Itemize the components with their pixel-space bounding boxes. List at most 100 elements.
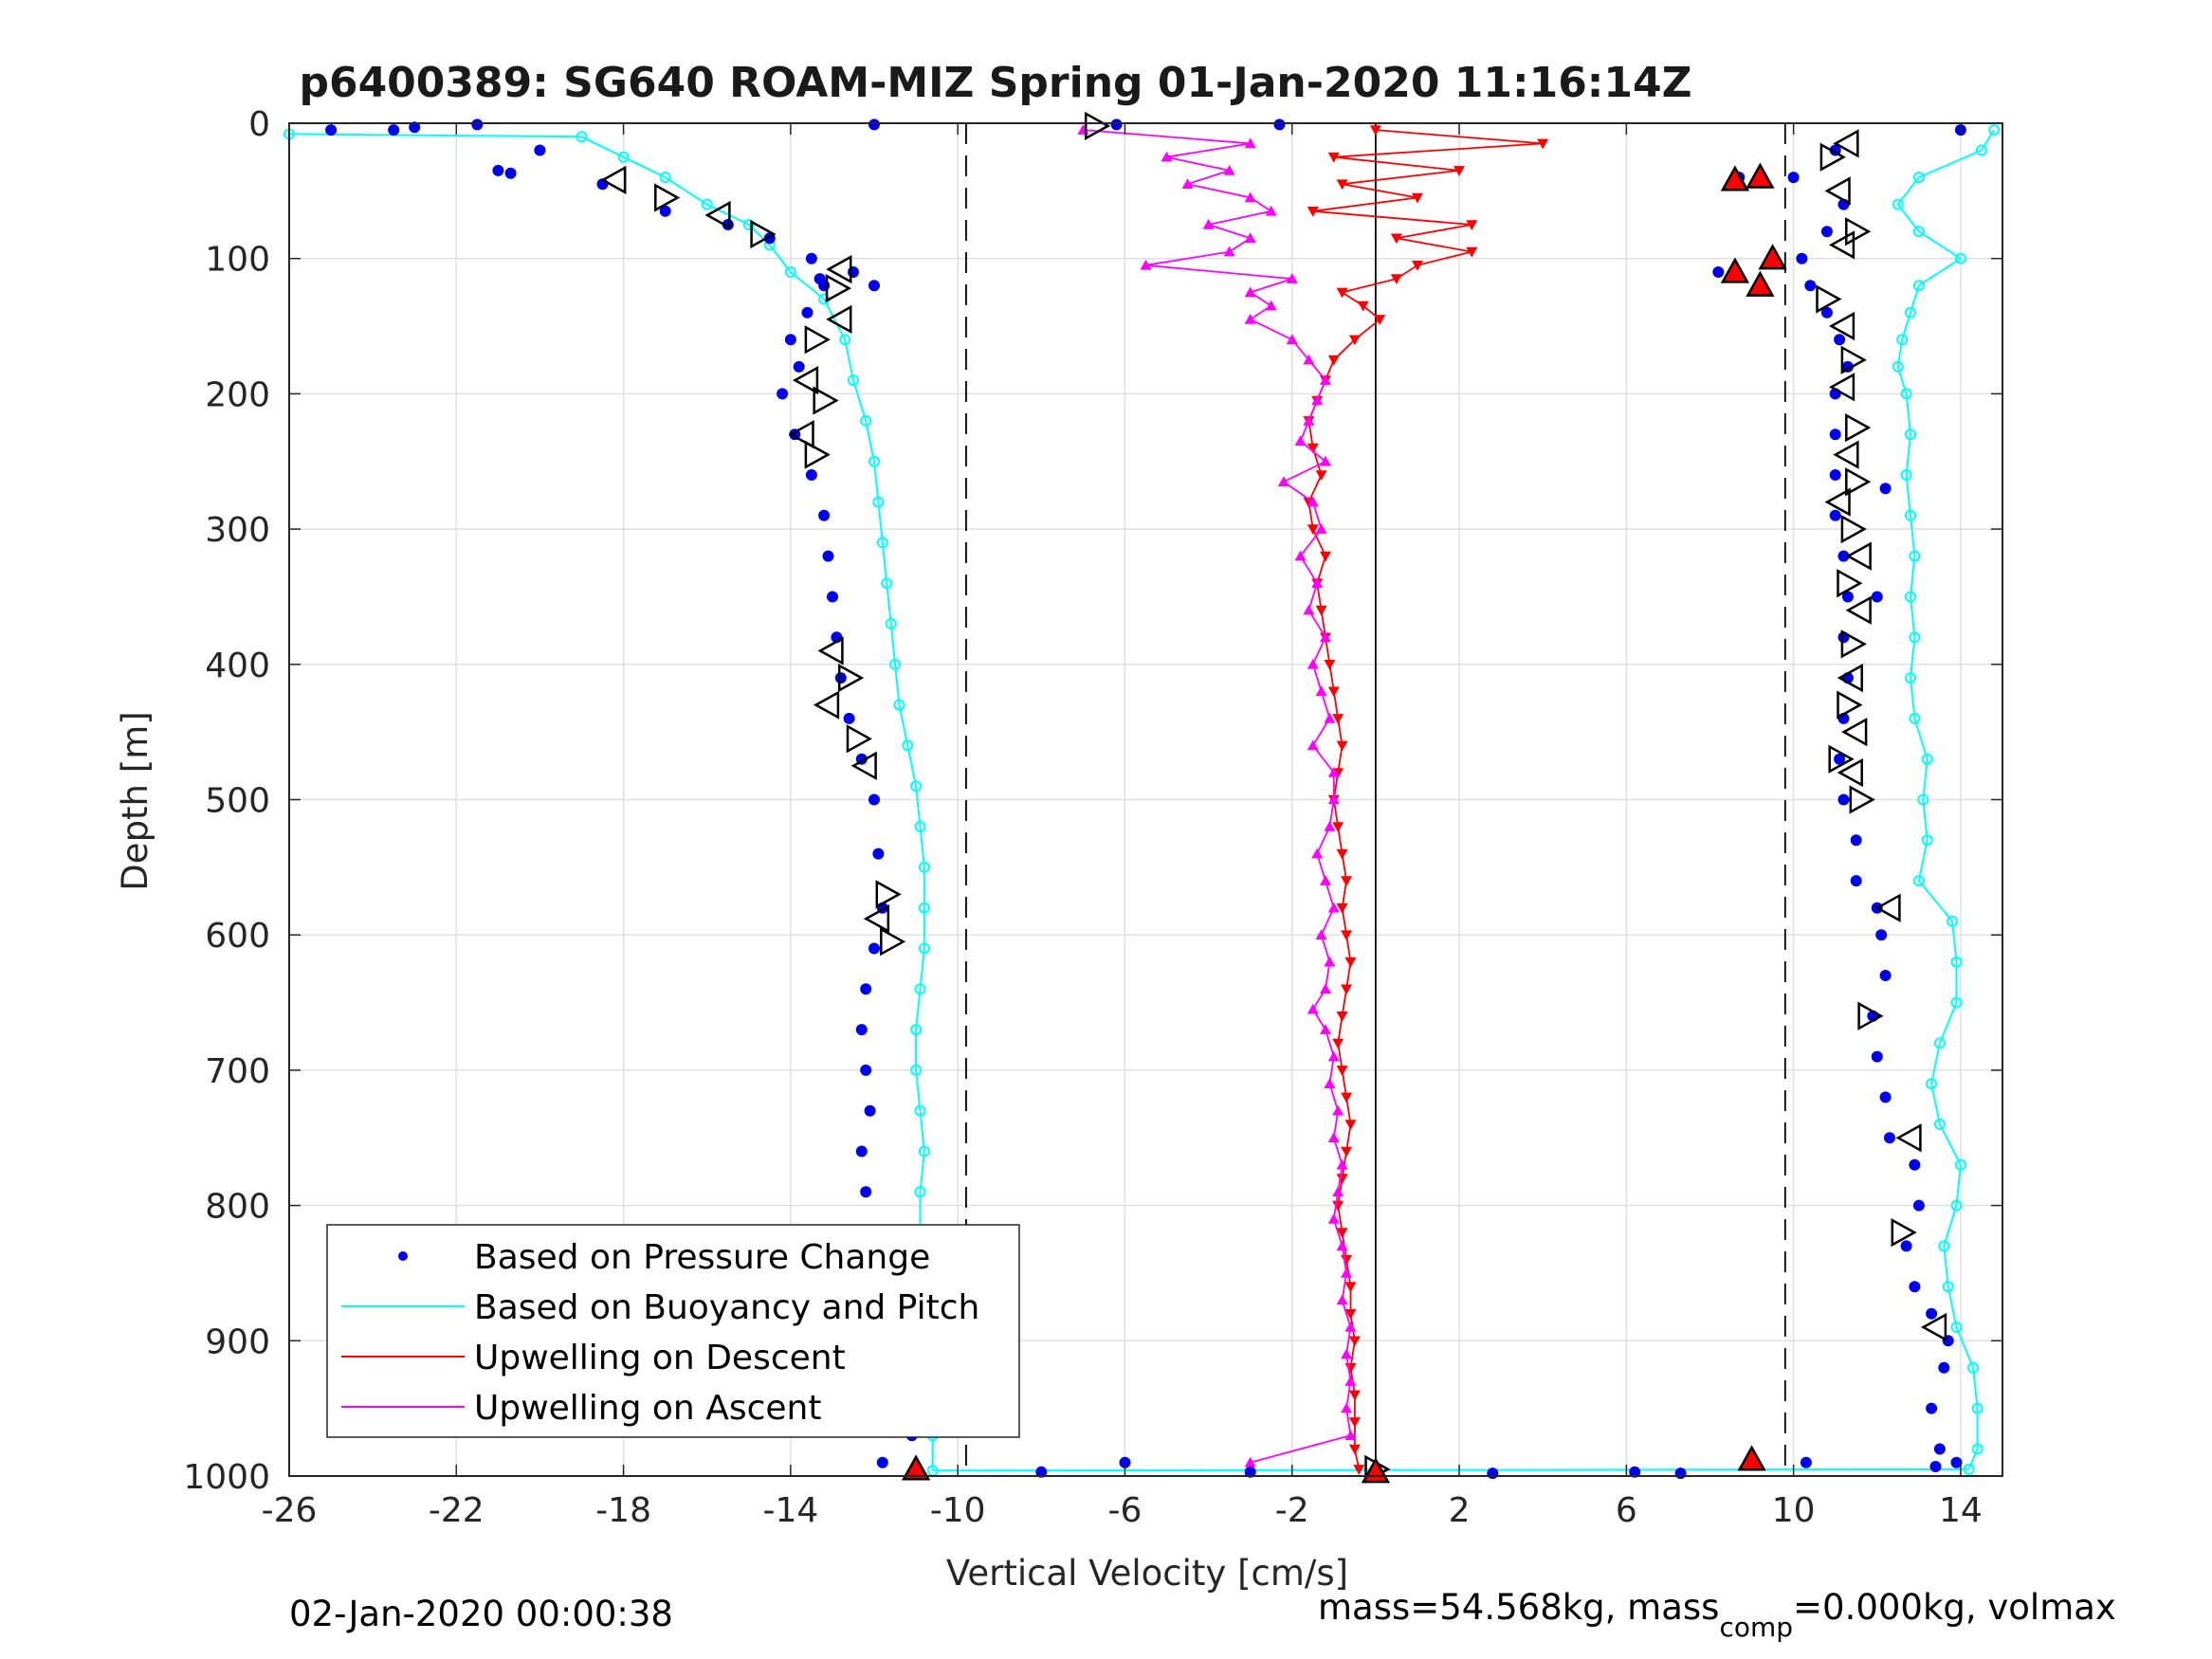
upwelling-ascent-point: [1294, 550, 1307, 561]
event-marker-open-triangle: [1828, 373, 1856, 402]
upwelling-descent-point: [1307, 207, 1319, 217]
buoyancy-point: [885, 618, 897, 629]
event-marker-open-triangle: [750, 219, 777, 249]
x-tick-label: -10: [930, 1491, 986, 1530]
pressure-point: [1841, 591, 1854, 603]
buoyancy-point: [1912, 172, 1925, 184]
buoyancy-point: [1947, 915, 1959, 927]
buoyancy-point: [914, 821, 926, 832]
upwelling-ascent-point: [1320, 1024, 1331, 1034]
pressure-point: [1879, 1091, 1892, 1103]
event-marker-red-triangle: [1746, 162, 1775, 189]
upwelling-ascent-point: [1265, 300, 1277, 311]
upwelling-ascent-point: [1320, 631, 1331, 643]
pressure-point: [868, 280, 880, 292]
buoyancy-point: [1905, 509, 1916, 521]
upwelling-ascent-point: [1320, 875, 1331, 885]
pressure-point: [1950, 1456, 1963, 1468]
upwelling-ascent-point: [1336, 1294, 1348, 1305]
event-marker-open-triangle: [1828, 230, 1856, 260]
buoyancy-point: [848, 374, 859, 387]
event-marker-open-triangle: [1920, 1312, 1947, 1342]
upwelling-ascent-point: [1315, 523, 1327, 534]
pressure-point: [492, 164, 504, 176]
pressure-point: [1834, 753, 1846, 765]
buoyancy-point: [1892, 198, 1904, 210]
upwelling-descent-point: [1332, 714, 1344, 724]
footer-mass-subscript: comp: [1719, 1612, 1793, 1643]
y-tick-label: 1000: [183, 1458, 270, 1497]
buoyancy-point: [1950, 1199, 1963, 1212]
footer-mass: mass=54.568kg, masscomp=0.000kg, volmax: [1318, 1587, 2116, 1643]
buoyancy-point: [868, 455, 880, 467]
upwelling-ascent-point: [1341, 1267, 1353, 1278]
upwelling-descent-point: [1466, 220, 1478, 230]
pressure-point: [848, 266, 859, 278]
upwelling-ascent-point: [1315, 929, 1327, 939]
pressure-point: [1926, 1402, 1938, 1414]
pressure-point: [388, 124, 400, 137]
buoyancy-point: [860, 414, 872, 427]
buoyancy-point: [1892, 360, 1904, 373]
y-tick-label: 0: [248, 105, 270, 144]
pressure-point: [1879, 970, 1892, 981]
upwelling-ascent-point: [1303, 604, 1315, 615]
upwelling-descent-point: [1336, 1012, 1348, 1022]
buoyancy-point: [742, 219, 755, 230]
buoyancy-point: [1909, 712, 1921, 724]
buoyancy-point: [576, 131, 588, 143]
upwelling-ascent-point: [1327, 1212, 1340, 1224]
pressure-point: [784, 334, 796, 346]
upwelling-descent-point: [1336, 1174, 1348, 1185]
pressure-point: [1837, 793, 1850, 806]
upwelling-ascent-point: [1320, 374, 1331, 385]
buoyancy-point: [876, 537, 888, 549]
buoyancy-point: [1909, 550, 1921, 562]
event-marker-open-triangle: [1819, 142, 1846, 172]
buoyancy-point: [1933, 1119, 1946, 1130]
event-marker-open-triangle: [804, 440, 831, 469]
pressure-point: [659, 205, 671, 217]
buoyancy-point: [1954, 1158, 1966, 1171]
event-marker-open-triangle: [850, 751, 877, 780]
upwelling-descent-point: [1353, 1465, 1365, 1475]
upwelling-descent-point: [1344, 1282, 1357, 1293]
upwelling-ascent-point: [1344, 1322, 1357, 1332]
x-tick-label: 14: [1939, 1491, 1983, 1530]
pressure-point: [1829, 509, 1841, 521]
buoyancy-point: [1905, 591, 1916, 603]
y-tick-label: 100: [205, 241, 270, 280]
upwelling-descent-point: [1307, 443, 1319, 454]
upwelling-ascent-point: [1320, 983, 1331, 994]
buoyancy-point: [881, 577, 893, 590]
legend-entry-descent: Upwelling on Descent: [474, 1339, 846, 1377]
upwelling-descent-point: [1336, 1066, 1348, 1076]
event-marker-open-triangle: [1828, 311, 1856, 341]
upwelling-descent-point: [1332, 1038, 1344, 1049]
upwelling-ascent-point: [1327, 767, 1340, 777]
pressure-point: [860, 1186, 872, 1198]
event-marker-open-triangle: [863, 903, 890, 934]
buoyancy-point: [701, 198, 713, 210]
event-marker-open-triangle: [1840, 514, 1867, 544]
upwelling-ascent-point: [1161, 151, 1173, 162]
buoyancy-point: [1909, 631, 1921, 644]
y-tick-label: 300: [205, 511, 270, 550]
event-marker-open-triangle: [817, 636, 844, 665]
buoyancy-point: [1900, 388, 1912, 400]
upwelling-descent-point: [1412, 261, 1423, 271]
upwelling-ascent-point: [1223, 164, 1235, 175]
y-axis-label: Depth [m]: [115, 711, 155, 890]
upwelling-ascent-point: [1244, 191, 1256, 203]
upwelling-ascent-point: [1244, 232, 1256, 244]
upwelling-descent-point: [1453, 166, 1465, 176]
event-marker-red-triangle: [1737, 1445, 1766, 1471]
pressure-point: [805, 469, 817, 481]
upwelling-descent-point: [1348, 1390, 1361, 1401]
buoyancy-bottom-link: [932, 1468, 1969, 1472]
pressure-point: [1244, 1466, 1256, 1478]
upwelling-descent-point: [1357, 301, 1369, 312]
event-marker-open-triangle: [825, 273, 851, 303]
upwelling-descent-point: [1537, 138, 1549, 150]
pressure-point: [1933, 1443, 1946, 1455]
